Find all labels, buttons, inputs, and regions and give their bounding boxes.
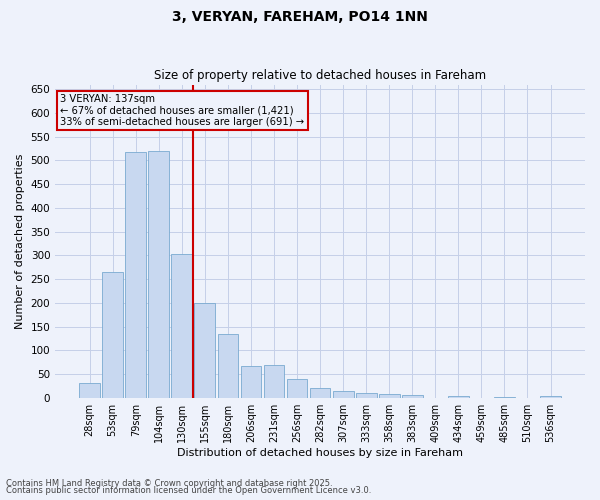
Text: 3, VERYAN, FAREHAM, PO14 1NN: 3, VERYAN, FAREHAM, PO14 1NN xyxy=(172,10,428,24)
Text: Contains public sector information licensed under the Open Government Licence v3: Contains public sector information licen… xyxy=(6,486,371,495)
Bar xyxy=(125,152,146,398)
Text: Contains HM Land Registry data © Crown copyright and database right 2025.: Contains HM Land Registry data © Crown c… xyxy=(6,478,332,488)
Y-axis label: Number of detached properties: Number of detached properties xyxy=(15,154,25,329)
Bar xyxy=(402,396,422,398)
Bar xyxy=(287,379,307,398)
Bar xyxy=(148,152,169,398)
Bar xyxy=(333,390,353,398)
Bar xyxy=(172,254,192,398)
Bar xyxy=(79,383,100,398)
Text: 3 VERYAN: 137sqm
← 67% of detached houses are smaller (1,421)
33% of semi-detach: 3 VERYAN: 137sqm ← 67% of detached house… xyxy=(61,94,305,127)
Bar xyxy=(241,366,262,398)
Bar xyxy=(379,394,400,398)
Bar xyxy=(356,394,377,398)
Bar xyxy=(448,396,469,398)
Bar xyxy=(194,304,215,398)
Bar xyxy=(310,388,331,398)
Title: Size of property relative to detached houses in Fareham: Size of property relative to detached ho… xyxy=(154,69,486,82)
Bar xyxy=(218,334,238,398)
Bar xyxy=(540,396,561,398)
Bar xyxy=(102,272,123,398)
Bar xyxy=(263,366,284,398)
X-axis label: Distribution of detached houses by size in Fareham: Distribution of detached houses by size … xyxy=(177,448,463,458)
